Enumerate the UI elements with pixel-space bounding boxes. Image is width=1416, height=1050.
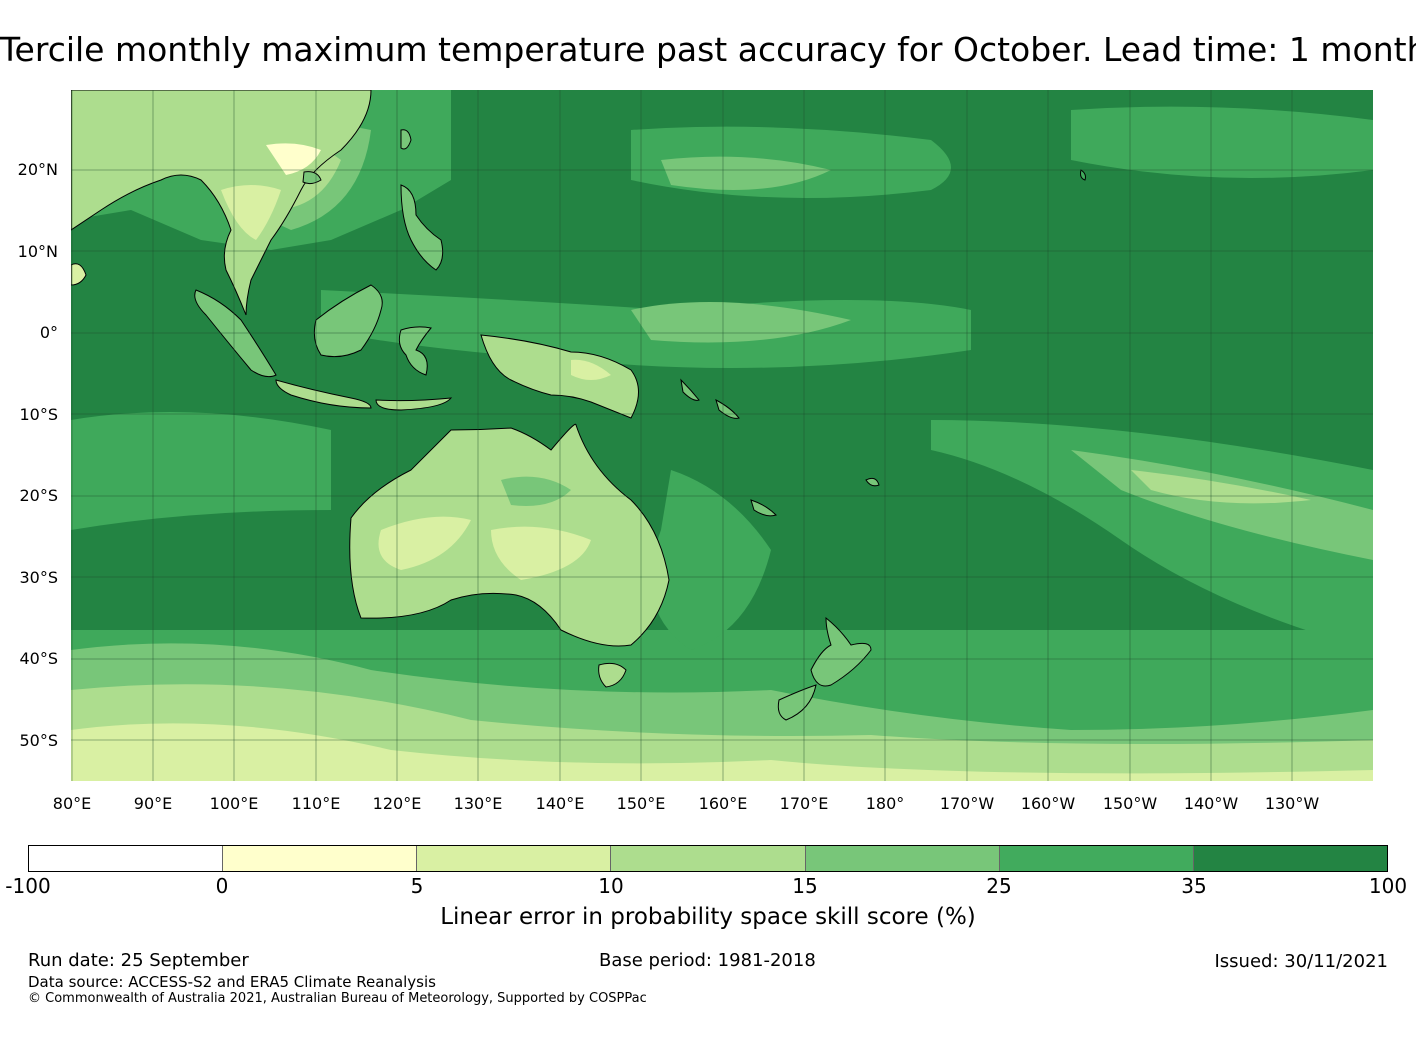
lon-label-110e: 110°E xyxy=(291,794,341,813)
colorbar xyxy=(28,845,1388,872)
run-date: Run date: 25 September xyxy=(28,950,249,971)
lat-label-0: 0° xyxy=(39,323,58,342)
colorbar-tick-label: 35 xyxy=(1181,874,1207,898)
lon-label-170e: 170°E xyxy=(779,794,829,813)
lon-label-170w: 170°W xyxy=(939,794,995,813)
lon-label-100e: 100°E xyxy=(209,794,259,813)
issued-date: Issued: 30/11/2021 xyxy=(1214,951,1388,972)
map-canvas xyxy=(71,90,1373,781)
lon-label-150w: 150°W xyxy=(1102,794,1158,813)
lon-label-160e: 160°E xyxy=(698,794,748,813)
lat-label-50s: 50°S xyxy=(19,731,58,750)
colorbar-tick-label: 5 xyxy=(410,874,424,898)
lon-label-140w: 140°W xyxy=(1183,794,1239,813)
skill-score-map xyxy=(71,90,1373,781)
lon-label-160w: 160°W xyxy=(1020,794,1076,813)
lat-label-40s: 40°S xyxy=(19,649,58,668)
lon-label-130e: 130°E xyxy=(453,794,503,813)
colorbar-segment-1 xyxy=(29,846,223,871)
lon-label-140e: 140°E xyxy=(535,794,585,813)
lon-label-120e: 120°E xyxy=(372,794,422,813)
lon-label-180: 180° xyxy=(865,794,905,813)
colorbar-tick-label: 100 xyxy=(1368,874,1408,898)
colorbar-segment-5 xyxy=(804,846,999,871)
colorbar-segment-2 xyxy=(222,846,417,871)
lon-label-130w: 130°W xyxy=(1264,794,1320,813)
colorbar-tick-label: 0 xyxy=(215,874,229,898)
map-title: Tercile monthly maximum temperature past… xyxy=(0,30,1416,69)
lat-label-10n: 10°N xyxy=(17,242,58,261)
colorbar-tick-label: 10 xyxy=(598,874,624,898)
lat-label-30s: 30°S xyxy=(19,568,58,587)
lat-label-10s: 10°S xyxy=(19,405,58,424)
lat-label-20n: 20°N xyxy=(17,160,58,179)
base-period: Base period: 1981-2018 xyxy=(599,950,816,971)
lon-label-90e: 90°E xyxy=(133,794,173,813)
lat-label-20s: 20°S xyxy=(19,486,58,505)
colorbar-segment-7 xyxy=(1192,846,1387,871)
colorbar-segment-6 xyxy=(998,846,1193,871)
lon-label-150e: 150°E xyxy=(616,794,666,813)
colorbar-tick-label: -100 xyxy=(5,874,51,898)
copyright-notice: © Commonwealth of Australia 2021, Austra… xyxy=(28,991,647,1006)
colorbar-tick-label: 15 xyxy=(792,874,818,898)
data-source: Data source: ACCESS-S2 and ERA5 Climate … xyxy=(28,973,436,991)
colorbar-tick-label: 25 xyxy=(986,874,1012,898)
colorbar-label: Linear error in probability space skill … xyxy=(440,904,976,930)
colorbar-segment-3 xyxy=(416,846,611,871)
colorbar-segment-4 xyxy=(610,846,805,871)
lon-label-80e: 80°E xyxy=(52,794,92,813)
